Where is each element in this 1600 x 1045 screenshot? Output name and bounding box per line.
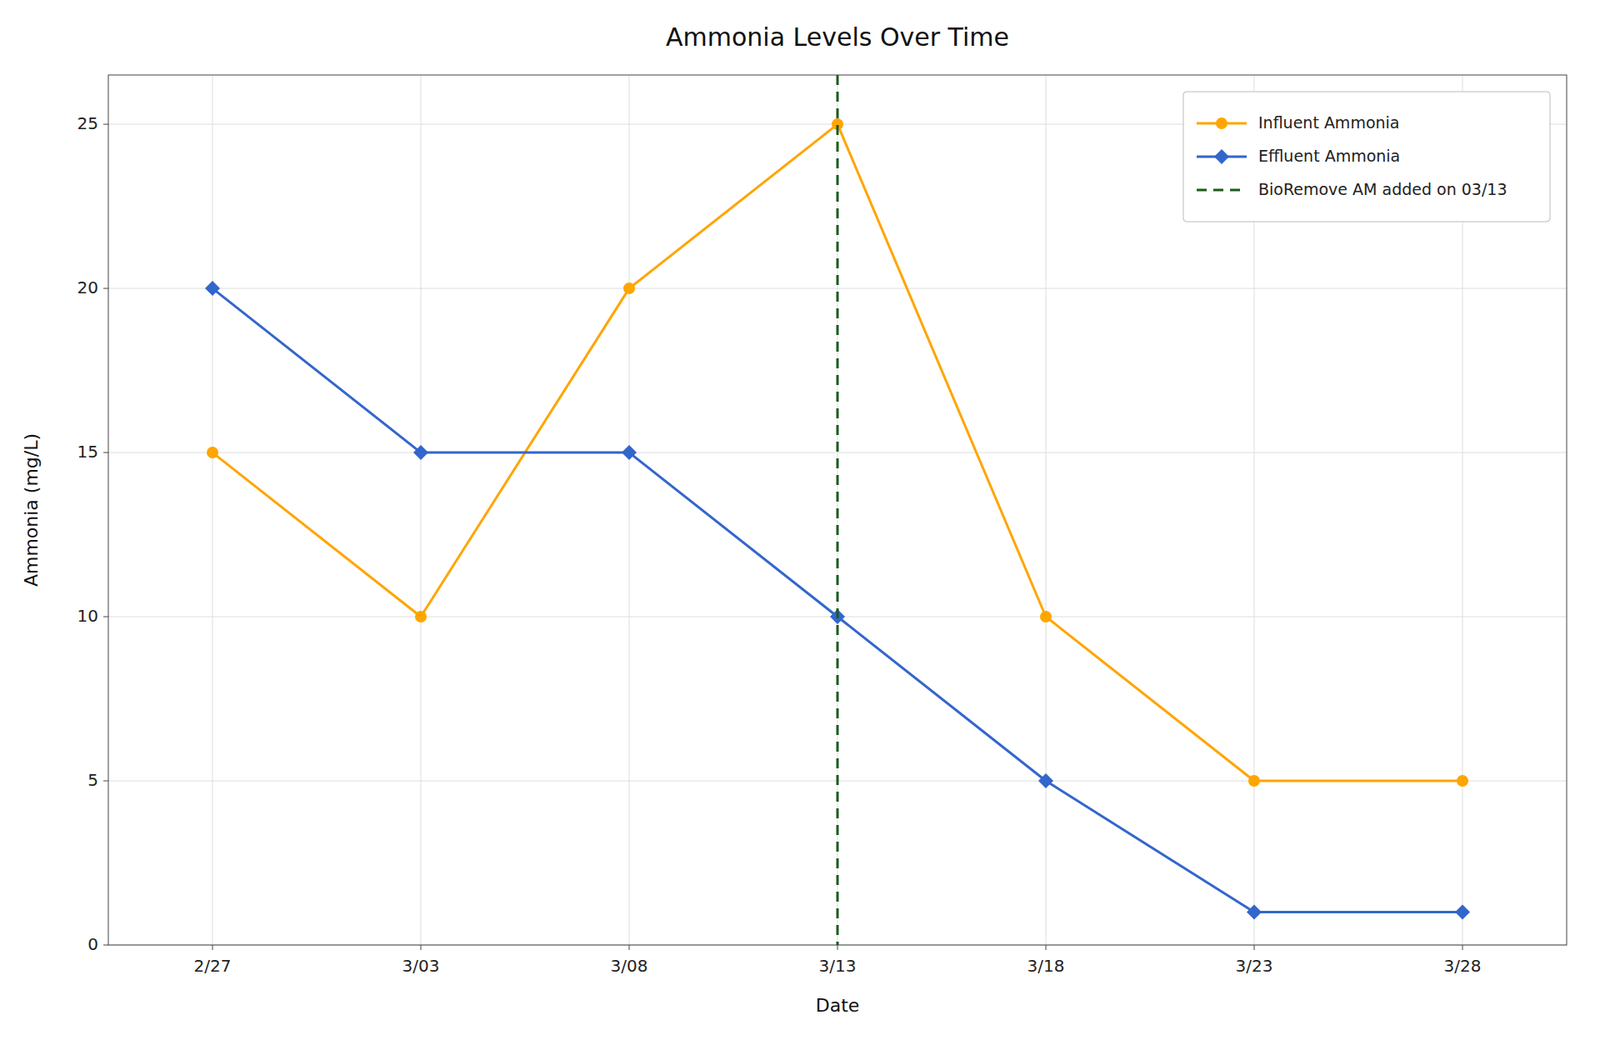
point-marker <box>1246 905 1262 920</box>
x-tick-label: 3/18 <box>1027 955 1065 976</box>
legend-box <box>1183 91 1550 222</box>
y-tick-label: 0 <box>87 934 99 955</box>
y-tick <box>103 780 109 782</box>
plot-frame <box>108 75 1567 945</box>
y-tick <box>103 945 109 946</box>
x-tick <box>212 945 214 950</box>
legend-label: BioRemove AM added on 03/13 <box>1258 180 1508 199</box>
y-tick-label: 15 <box>77 441 99 462</box>
legend-label: Effluent Ammonia <box>1258 146 1400 165</box>
legend-swatch <box>1196 189 1247 192</box>
point-marker <box>1038 773 1054 789</box>
y-tick <box>103 616 109 618</box>
legend-marker <box>1214 149 1230 165</box>
x-tick <box>1254 945 1255 950</box>
point-marker <box>205 280 220 296</box>
point-marker <box>413 445 429 460</box>
x-tick <box>837 945 839 950</box>
point-marker <box>621 445 637 460</box>
legend-label: Influent Ammonia <box>1258 113 1400 132</box>
x-tick-label: 3/28 <box>1444 955 1482 976</box>
point-marker <box>623 282 635 295</box>
x-tick-label: 3/03 <box>402 955 440 976</box>
x-grid-line <box>212 75 214 945</box>
x-tick-label: 2/27 <box>194 955 232 976</box>
vertical-line <box>836 75 840 945</box>
x-grid-line <box>629 75 630 945</box>
y-tick-label: 10 <box>77 605 99 626</box>
grid <box>108 75 1567 945</box>
x-grid-line <box>420 75 422 945</box>
y-tick <box>103 452 109 454</box>
x-tick <box>1462 945 1464 950</box>
point-marker <box>415 610 427 623</box>
point-marker <box>1248 775 1260 787</box>
point-marker <box>1456 775 1469 787</box>
point-marker <box>1040 610 1052 623</box>
y-tick-label: 5 <box>87 770 99 790</box>
y-tick-label: 25 <box>77 113 99 134</box>
x-axis-label: Date <box>815 995 860 1016</box>
x-tick-label: 3/23 <box>1235 955 1274 976</box>
x-grid-line <box>1045 75 1047 945</box>
x-tick-label: 3/13 <box>819 955 857 976</box>
y-tick <box>103 288 109 290</box>
point-marker <box>206 446 219 459</box>
x-grid-line <box>837 75 839 945</box>
legend-marker <box>1215 117 1228 130</box>
y-axis-label: Ammonia (mg/L) <box>20 433 42 587</box>
x-tick <box>420 945 422 950</box>
x-tick <box>1045 945 1047 950</box>
legend: Influent Ammonia Effluent Ammonia BioRemov… <box>1183 91 1550 222</box>
x-tick <box>629 945 630 950</box>
x-tick-label: 3/08 <box>610 955 649 976</box>
chart: 0 5 10 15 20 25 2/27 3/03 3/08 3/13 3/18 3/23 3/28 Am… <box>0 0 1600 1045</box>
point-marker <box>1455 905 1470 920</box>
y-tick <box>103 124 109 125</box>
y-tick-label: 20 <box>77 277 99 298</box>
title: Ammonia Levels Over Time <box>665 22 1010 52</box>
